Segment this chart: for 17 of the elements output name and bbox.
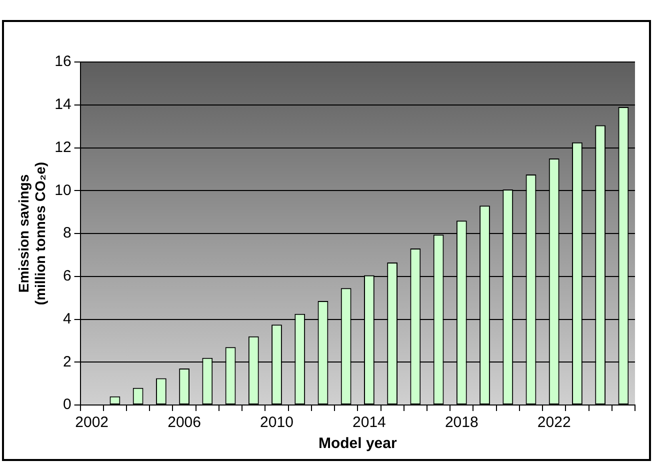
y-tick-label: 4 [62, 310, 72, 328]
y-tick-label: 0 [62, 396, 72, 414]
x-tick-label: 2022 [537, 414, 571, 432]
y-tick-label: 6 [62, 268, 72, 285]
y-tick-label: 12 [54, 138, 72, 156]
x-tick-label: 2018 [444, 414, 478, 432]
x-tick-label: 2002 [75, 414, 109, 432]
y-tick-label: 16 [54, 53, 72, 70]
x-tick-label: 2014 [352, 414, 386, 432]
y-tick-label: 2 [62, 353, 72, 370]
y-tick-label: 14 [54, 96, 72, 114]
y-axis-title: Emission savings (million tonnes CO₂e) [15, 162, 48, 306]
x-tick-label: 2010 [260, 414, 294, 432]
x-tick-label: 2006 [168, 414, 201, 432]
x-axis-title: Model year [318, 435, 397, 452]
y-tick-label: 8 [62, 224, 72, 242]
y-tick-label: 10 [54, 182, 72, 199]
